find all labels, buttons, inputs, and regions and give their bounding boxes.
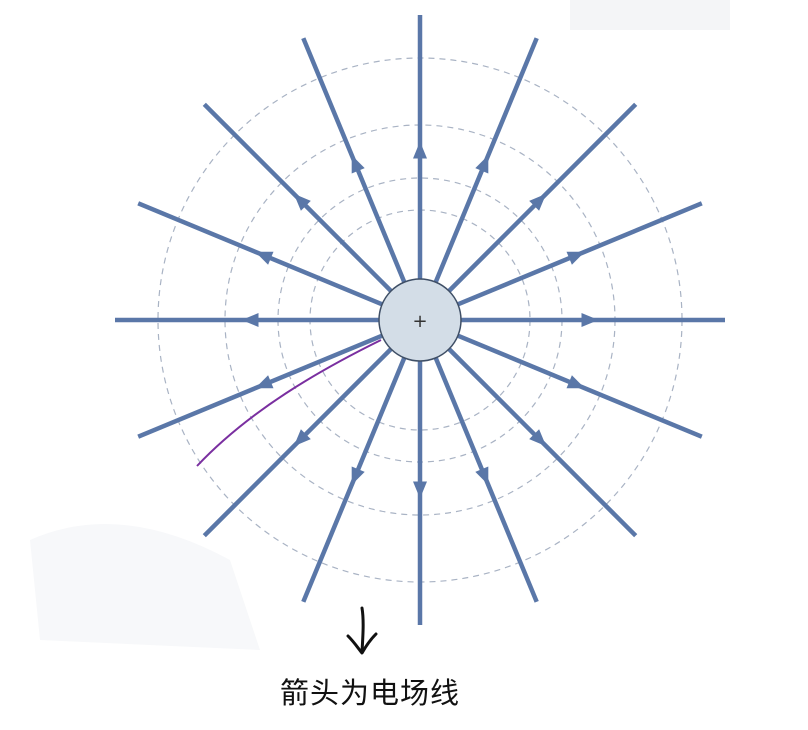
field-line-arrowhead [255,251,274,265]
field-line-arrowhead [413,481,427,499]
field-line-arrowhead [351,155,365,174]
caption-text: 箭头为电场线 [280,676,461,710]
background-smudge [30,524,260,650]
field-lines [115,15,725,625]
field-line-arrowhead [529,429,547,447]
annotation-line [196,339,382,467]
field-line-arrowhead [293,193,311,211]
field-line-arrowhead [581,313,599,327]
handwritten-down-arrow-icon [346,606,378,655]
field-line-arrowhead [255,375,274,389]
field-line-arrowhead [475,466,489,485]
field-line-arrowhead [413,141,427,159]
field-line-arrowhead [566,375,585,389]
field-line-arrowhead [566,251,585,265]
field-line-arrowhead [351,466,365,485]
positive-charge [378,278,462,362]
field-line-arrowhead [241,313,259,327]
field-line-arrowhead [475,155,489,174]
background-smudge [570,0,730,30]
field-line-arrowhead [293,429,311,447]
charge-symbol: + [412,311,427,332]
field-line-arrowhead [529,193,547,211]
